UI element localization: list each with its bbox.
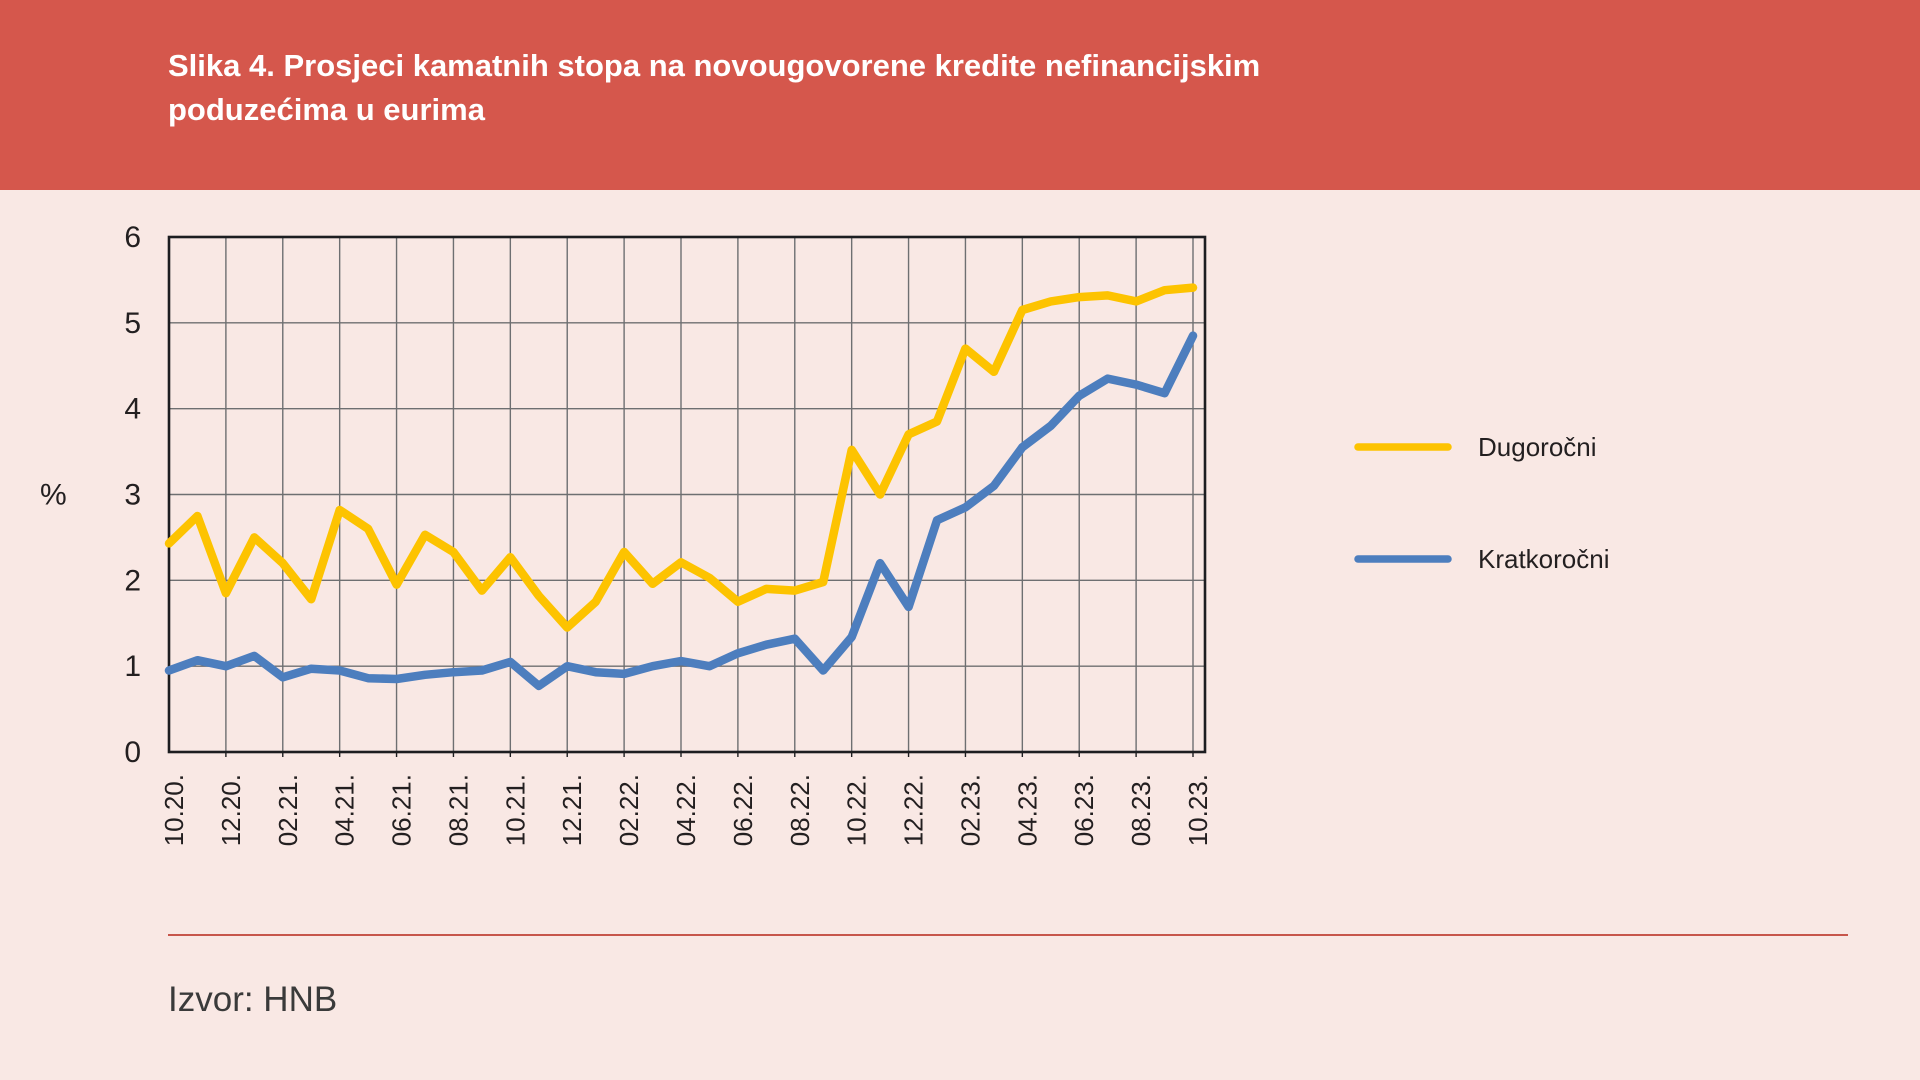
series-line-kratkorocni <box>164 331 1198 691</box>
x-tick-label: 10.21. <box>500 774 530 846</box>
x-tick-label: 10.23. <box>1183 774 1213 846</box>
y-tick-label: 6 <box>124 221 141 254</box>
y-axis-unit-label: % <box>40 479 67 512</box>
x-tick-label: 10.22. <box>842 774 872 846</box>
x-tick-label: 06.21. <box>387 774 417 846</box>
x-tick-label: 04.22. <box>671 774 701 846</box>
footer-divider-line <box>168 934 1848 936</box>
x-tick-label: 12.22. <box>899 774 929 846</box>
x-tick-label: 06.22. <box>728 774 758 846</box>
x-tick-label: 02.23. <box>955 774 985 846</box>
x-tick-label: 02.21. <box>273 774 303 846</box>
plot-border <box>167 235 1207 754</box>
legend-label-dugorocni: Dugoročni <box>1478 432 1597 462</box>
x-tick-label: 08.22. <box>785 774 815 846</box>
x-tick-label: 12.20. <box>216 774 246 846</box>
y-tick-label: 0 <box>124 736 141 769</box>
x-tick-label: 06.23. <box>1069 774 1099 846</box>
y-tick-label: 4 <box>124 393 141 426</box>
legend-label-kratkorocni: Kratkoročni <box>1478 544 1610 574</box>
source-note: Izvor: HNB <box>168 980 338 1019</box>
x-tick-label: 08.21. <box>443 774 473 846</box>
x-tick-label: 02.22. <box>614 774 644 846</box>
x-tick-label: 08.23. <box>1126 774 1156 846</box>
x-tick-label: 04.21. <box>330 774 360 846</box>
y-tick-label: 3 <box>124 479 141 512</box>
y-tick-label: 1 <box>124 650 141 683</box>
x-tick-label: 04.23. <box>1012 774 1042 846</box>
x-tick-label: 12.21. <box>557 774 587 846</box>
x-tick-label: 10.20. <box>159 774 189 846</box>
y-tick-label: 2 <box>124 564 141 597</box>
series-line-dugorocni <box>164 283 1198 632</box>
chart-title: Slika 4. Prosjeci kamatnih stopa na novo… <box>168 48 1261 127</box>
title-banner: Slika 4. Prosjeci kamatnih stopa na novo… <box>0 0 1920 190</box>
y-tick-label: 5 <box>124 307 141 340</box>
